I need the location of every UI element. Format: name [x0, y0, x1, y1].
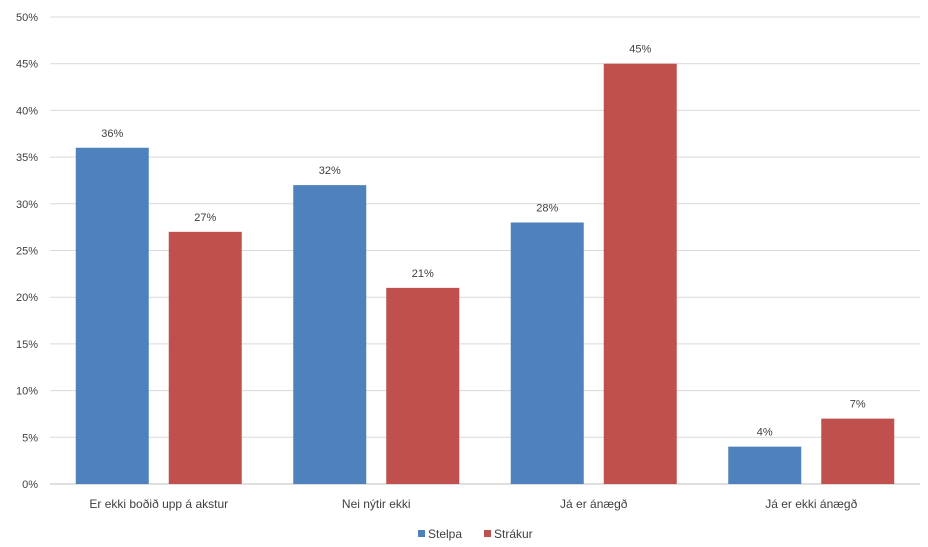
y-tick-label: 5%: [22, 432, 38, 444]
data-label: 32%: [319, 165, 341, 177]
legend-label: Stelpa: [428, 527, 462, 541]
bar-strákur: [821, 418, 895, 484]
y-axis: 0% 5% 10% 15% 20% 25% 30% 35% 40% 45% 50%: [16, 12, 38, 491]
bar-stelpa: [293, 185, 367, 484]
y-tick-label: 45%: [16, 59, 38, 71]
data-label: 28%: [536, 202, 558, 214]
y-tick-label: 25%: [16, 246, 38, 258]
y-tick-label: 40%: [16, 105, 38, 117]
data-label: 45%: [629, 44, 651, 56]
bar-stelpa: [510, 222, 584, 485]
category-label: Nei nýtir ekki: [342, 497, 411, 511]
bar-strákur: [386, 287, 460, 484]
legend-swatch-stelpa: [418, 530, 425, 537]
data-label: 7%: [850, 399, 866, 411]
y-tick-label: 15%: [16, 339, 38, 351]
y-tick-label: 30%: [16, 199, 38, 211]
y-tick-label: 0%: [22, 479, 38, 491]
data-labels: 36% 27% 32% 21% 28% 45% 4% 7%: [101, 44, 866, 439]
bar-stelpa: [728, 446, 802, 484]
data-label: 21%: [412, 268, 434, 280]
y-tick-label: 10%: [16, 386, 38, 398]
data-label: 4%: [757, 427, 773, 439]
category-label: Já er ekki ánægð: [765, 497, 857, 511]
y-tick-label: 20%: [16, 292, 38, 304]
category-label: Já er ánægð: [560, 497, 628, 511]
legend-swatch-strákur: [484, 530, 491, 537]
category-label: Er ekki boðið upp á akstur: [89, 497, 228, 511]
bar-strákur: [603, 63, 677, 484]
bars: [75, 63, 895, 485]
data-label: 36%: [101, 128, 123, 140]
x-axis: Er ekki boðið upp á akstur Nei nýtir ekki…: [89, 497, 857, 511]
y-tick-label: 35%: [16, 152, 38, 164]
y-tick-label: 50%: [16, 12, 38, 24]
data-label: 27%: [194, 212, 216, 224]
bar-strákur: [168, 231, 242, 484]
bar-stelpa: [75, 147, 149, 484]
legend-label: Strákur: [494, 527, 533, 541]
legend: Stelpa Strákur: [418, 527, 533, 541]
